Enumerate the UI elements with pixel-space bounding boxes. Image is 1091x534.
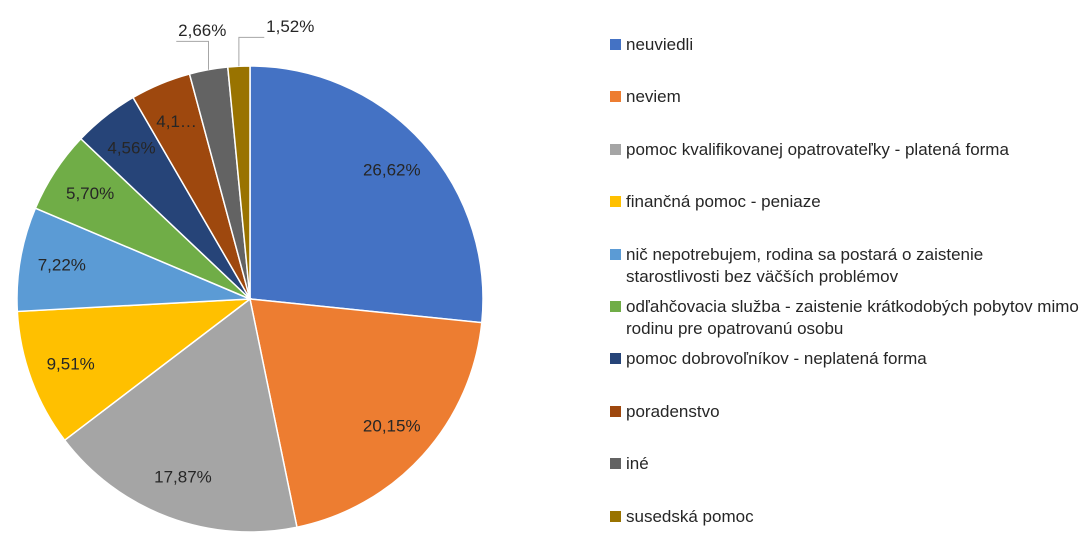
- legend-item: poradenstvo: [610, 401, 1080, 453]
- legend-label: nič nepotrebujem, rodina sa postará o za…: [626, 244, 984, 286]
- legend-label: iné: [626, 454, 649, 474]
- pie-area: 26,62% 20,15% 17,87% 9,51% 7,22% 5,70% 4,56%4,…: [16, 17, 484, 533]
- data-label: 4,56%: [107, 139, 155, 158]
- legend-label: neviem: [626, 87, 681, 107]
- legend-swatch: [610, 196, 621, 208]
- legend-label: poradenstvo: [626, 401, 720, 421]
- data-label: 17,87%: [154, 467, 212, 486]
- legend-label: pomoc dobrovoľníkov - neplatená forma: [626, 349, 927, 369]
- legend-item: iné: [610, 453, 1080, 505]
- legend-item: odľahčovacia služba - zaistenie krátkodo…: [610, 296, 1080, 348]
- legend-swatch: [610, 353, 621, 365]
- data-label: 1,52%: [266, 17, 314, 36]
- legend: neuviedli neviem pomoc kvalifikovanej opat…: [610, 34, 1080, 534]
- legend-swatch: [610, 91, 621, 103]
- legend-swatch: [610, 39, 621, 50]
- pie-slice: [63, 297, 298, 533]
- legend-item: pomoc dobrovoľníkov - neplatená forma: [610, 348, 1080, 400]
- legend-item: nič nepotrebujem, rodina sa postará o za…: [610, 244, 1080, 296]
- data-label: 2,66%: [178, 21, 226, 40]
- legend-item: susedská pomoc: [610, 506, 1080, 534]
- legend-swatch: [610, 458, 621, 470]
- legend-swatch: [610, 300, 621, 312]
- legend-item: neuviedli: [610, 34, 1080, 86]
- legend-item: pomoc kvalifikovanej opatrovateľky - pla…: [610, 139, 1080, 191]
- pie-slice: [16, 207, 251, 313]
- legend-label: pomoc kvalifikovanej opatrovateľky - pla…: [626, 139, 1009, 159]
- data-label: 7,22%: [38, 256, 86, 275]
- data-label: 5,70%: [66, 184, 114, 203]
- legend-swatch: [610, 143, 621, 155]
- data-label: 9,51%: [47, 354, 95, 373]
- legend-item: finančná pomoc - peniaze: [610, 191, 1080, 243]
- data-label: 4,1…: [156, 112, 197, 131]
- pie-slice: [249, 65, 484, 324]
- legend-swatch: [610, 510, 621, 522]
- legend-swatch: [610, 248, 621, 260]
- legend-swatch: [610, 405, 621, 417]
- leader-line: [238, 36, 265, 67]
- data-label: 26,62%: [363, 160, 421, 179]
- leader-line: [176, 40, 209, 70]
- legend-label: finančná pomoc - peniaze: [626, 192, 821, 212]
- legend-item: neviem: [610, 86, 1080, 138]
- legend-label: neuviedli: [626, 35, 694, 54]
- legend-label: odľahčovacia služba - zaistenie krátkodo…: [626, 296, 1079, 338]
- pie-slice: [249, 298, 483, 529]
- data-label: 20,15%: [363, 417, 421, 436]
- pie-slice: [16, 298, 253, 442]
- legend-label: susedská pomoc: [626, 506, 754, 526]
